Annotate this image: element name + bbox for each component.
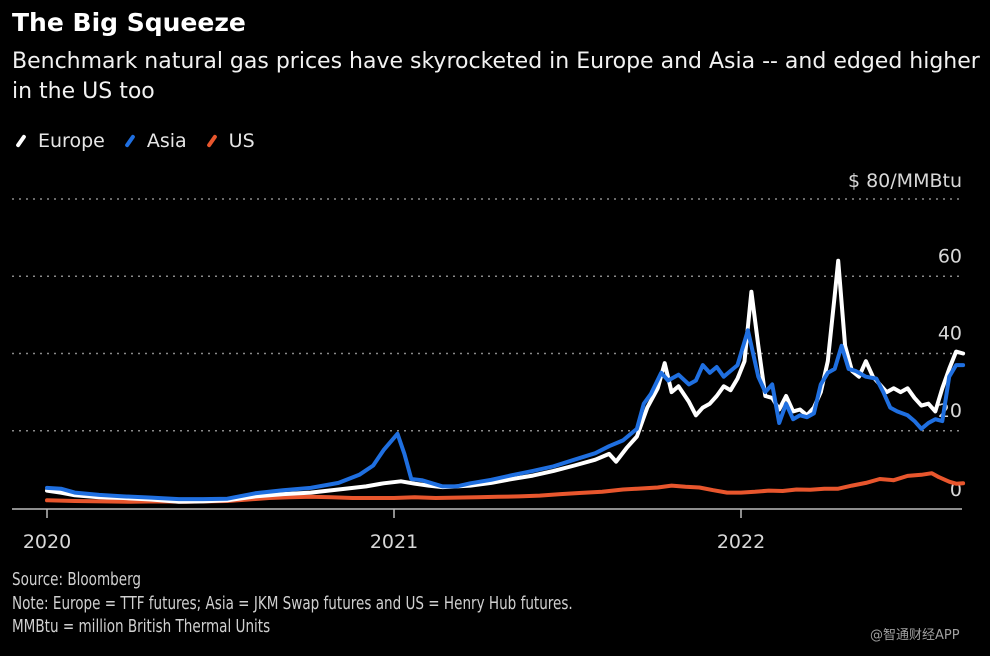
legend-item-europe: Europe <box>12 130 105 152</box>
y-tick-label-80: $ 80/MMBtu <box>848 170 962 192</box>
x-tick-label-2021: 2021 <box>370 531 418 553</box>
chart-subtitle: Benchmark natural gas prices have skyroc… <box>12 49 980 104</box>
series-line-asia <box>45 328 966 502</box>
futures-note: Note: Europe = TTF futures; Asia = JKM S… <box>12 593 573 614</box>
gridlines <box>12 198 962 432</box>
series-line-us <box>45 471 966 504</box>
legend: Europe Asia US <box>12 130 271 152</box>
legend-item-asia: Asia <box>121 130 187 152</box>
x-axis: 2020 2021 2022 <box>12 508 962 553</box>
series-line-europe <box>45 258 966 504</box>
y-tick-label-60: 60 <box>938 245 962 267</box>
legend-label-us: US <box>228 130 255 152</box>
source-note: Source: Bloomberg <box>12 570 141 590</box>
chart-title: The Big Squeeze <box>12 8 246 37</box>
x-tick-label-2022: 2022 <box>717 531 765 553</box>
x-tick-label-2020: 2020 <box>23 531 71 553</box>
units-note: MMBtu = million British Thermal Units <box>12 617 271 637</box>
chart-footer: Source: Bloomberg Note: Europe = TTF fut… <box>12 569 664 640</box>
legend-label-europe: Europe <box>38 130 105 152</box>
legend-item-us: US <box>203 130 255 152</box>
legend-label-asia: Asia <box>146 130 187 152</box>
y-tick-label-40: 40 <box>938 323 962 345</box>
series-lines <box>45 258 966 504</box>
watermark: @智通财经APP <box>870 628 960 643</box>
